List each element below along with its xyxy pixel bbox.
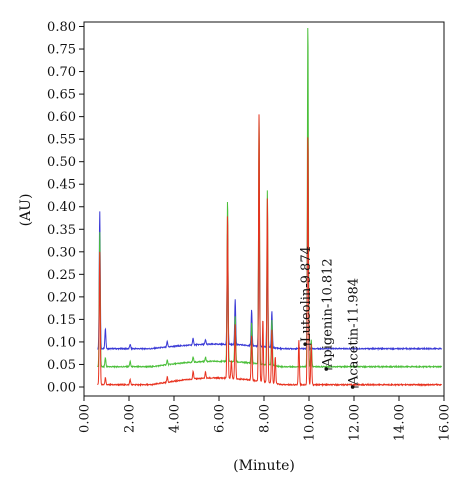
x-tick-label: 10.00 xyxy=(303,404,318,441)
y-tick-label: 0.15 xyxy=(47,313,76,328)
y-tick-label: 0.40 xyxy=(47,200,76,215)
y-axis-ticks: 0.00 0.05 0.10 0.15 0.20 0.25 0.30 0.35 0.40 0.45… xyxy=(47,20,84,395)
y-tick-label: 0.20 xyxy=(47,290,76,305)
chromatogram-trace xyxy=(97,171,443,352)
compound-label: Apigenin-10.812 xyxy=(320,258,335,368)
y-tick-label: 0.45 xyxy=(47,178,76,193)
y-tick-label: 0.50 xyxy=(47,155,76,170)
chromatogram-trace xyxy=(97,114,443,388)
y-tick-label: 0.10 xyxy=(47,335,76,350)
y-tick-label: 0.05 xyxy=(47,358,76,373)
annotation-marker xyxy=(303,342,307,346)
x-tick-label: 8.00 xyxy=(258,404,273,433)
annotation-layer: Luteolin-9.874 Apigenin-10.812 Acacetin-11… xyxy=(299,246,362,389)
y-tick-label: 0.80 xyxy=(47,20,76,35)
series-layer xyxy=(97,27,443,388)
annotation-marker xyxy=(350,385,355,389)
x-tick-label: 4.00 xyxy=(168,404,183,433)
compound-label: Acacetin-11.984 xyxy=(347,278,362,386)
y-tick-label: 0.65 xyxy=(47,88,76,103)
x-tick-label: 12.00 xyxy=(348,404,363,441)
x-tick-label: 6.00 xyxy=(213,404,228,433)
y-tick-label: 0.75 xyxy=(47,43,76,58)
chromatogram-trace xyxy=(97,27,443,370)
y-tick-label: 0.55 xyxy=(47,133,76,148)
y-tick-label: 0.35 xyxy=(47,223,76,238)
y-tick-label: 0.60 xyxy=(47,110,76,125)
x-axis-ticks: 0.00 2.00 4.00 6.00 8.00 10.00 12.00 14.00 16.00 xyxy=(78,396,453,441)
x-tick-label: 14.00 xyxy=(393,404,408,441)
y-axis-title: (AU) xyxy=(18,194,34,227)
plot-frame xyxy=(83,21,445,397)
y-tick-label: 0.30 xyxy=(47,245,76,260)
x-tick-label: 0.00 xyxy=(78,404,93,433)
y-tick-label: 0.25 xyxy=(47,268,76,283)
y-tick-label: 0.70 xyxy=(47,65,76,80)
compound-label: Luteolin-9.874 xyxy=(299,246,314,342)
annotation-marker xyxy=(324,367,329,371)
x-axis-title: (Minute) xyxy=(233,458,295,474)
x-tick-label: 16.00 xyxy=(438,404,453,441)
x-tick-label: 2.00 xyxy=(123,404,138,433)
y-tick-label: 0.00 xyxy=(47,380,76,395)
